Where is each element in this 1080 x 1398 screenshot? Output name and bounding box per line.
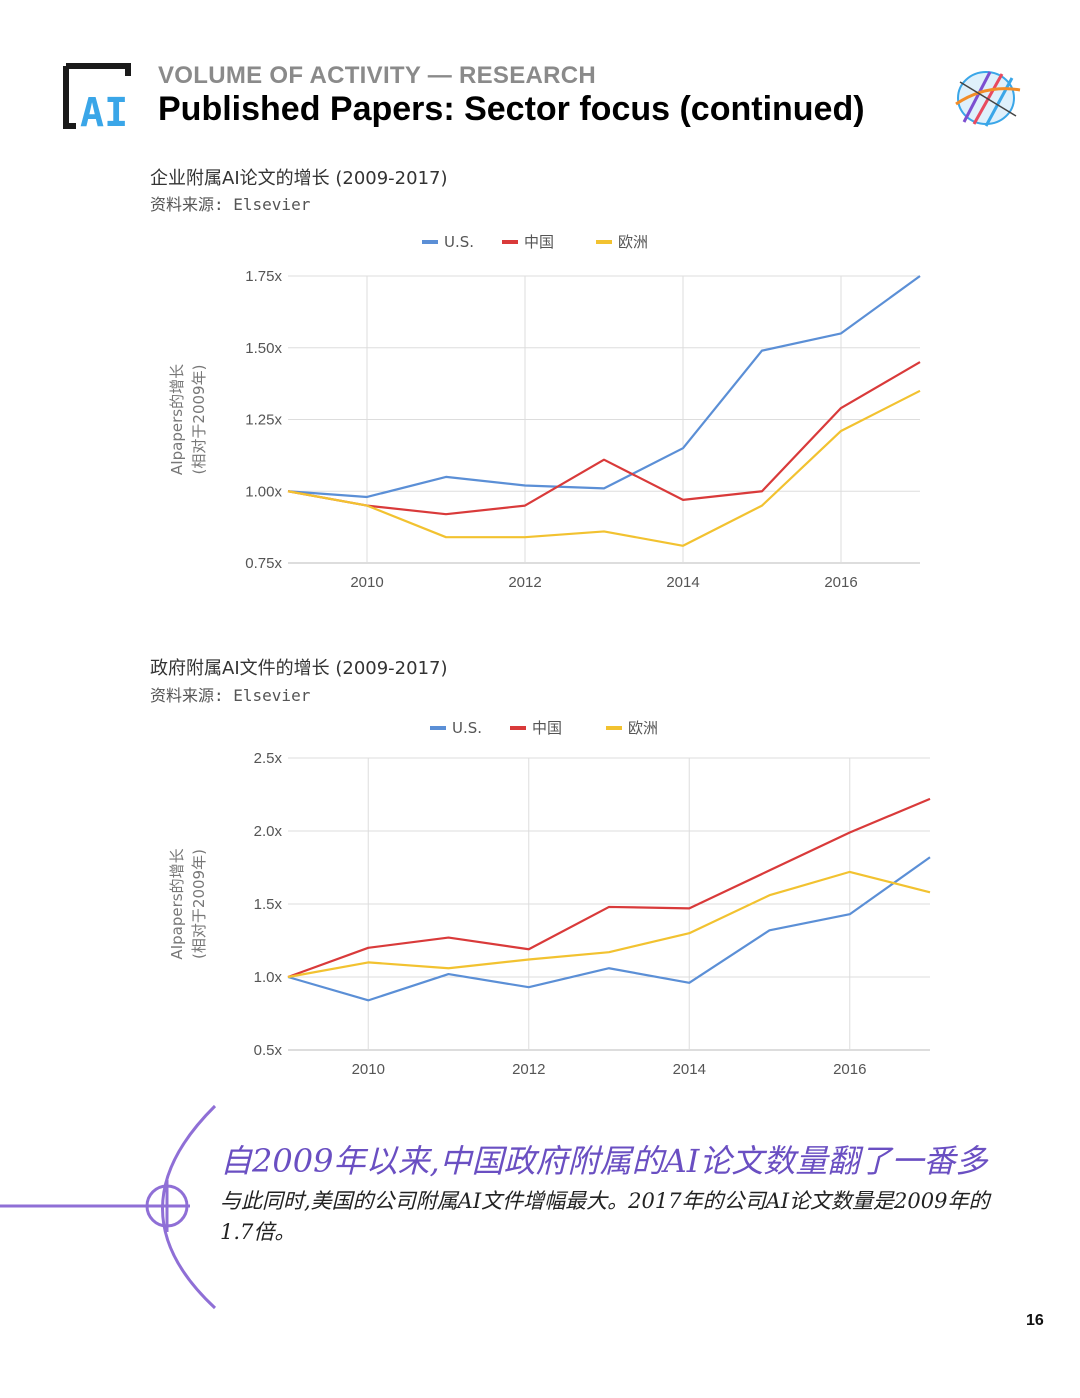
- page-title: Published Papers: Sector focus (continue…: [158, 90, 865, 128]
- crosshair-decoration-icon: [0, 1104, 217, 1310]
- y-axis-label-2: (相对于2009年): [190, 365, 208, 475]
- x-tick-label: 2010: [350, 574, 383, 591]
- legend-entry: 欧洲: [618, 233, 648, 251]
- y-tick-label: 2.0x: [254, 823, 283, 840]
- x-tick-label: 2012: [512, 1061, 545, 1078]
- section-kicker: VOLUME OF ACTIVITY — RESEARCH: [158, 62, 597, 89]
- ai-index-logo: AI: [63, 63, 131, 132]
- logo-text: AI: [80, 90, 128, 132]
- y-tick-label: 0.5x: [254, 1042, 283, 1059]
- y-tick-label: 0.75x: [245, 555, 282, 572]
- chart2-source: 资料来源: Elsevier: [150, 686, 311, 705]
- y-tick-label: 2.5x: [254, 750, 283, 767]
- y-tick-label: 1.75x: [245, 268, 282, 285]
- y-axis-label: AIpapers的增长: [168, 364, 186, 475]
- series-line: [287, 389, 921, 547]
- legend-entry: U.S.: [444, 233, 474, 251]
- highlight-headline: 自2009年以来,中国政府附属的AI论文数量翻了一番多: [220, 1142, 988, 1180]
- y-tick-label: 1.0x: [254, 969, 283, 986]
- page-number: 16: [1026, 1312, 1044, 1329]
- chart1-corporate-growth: 0.75x 1.00x 1.25x 1.50x 1.75x 2010 2012 2014 201…: [168, 233, 921, 591]
- y-tick-label: 1.5x: [254, 896, 283, 913]
- legend-entry: 欧洲: [628, 719, 658, 737]
- series-line: [287, 870, 931, 979]
- series-line: [287, 797, 931, 979]
- x-tick-label: 2010: [352, 1061, 385, 1078]
- chart2-government-growth: 0.5x 1.0x 1.5x 2.0x 2.5x 2010 2012 2014 2016 AIpa…: [168, 719, 931, 1078]
- series-line: [287, 856, 931, 1002]
- series-line: [287, 361, 921, 516]
- x-tick-label: 2014: [673, 1061, 706, 1078]
- y-tick-label: 1.50x: [245, 340, 282, 357]
- x-tick-label: 2016: [833, 1061, 866, 1078]
- y-tick-label: 1.00x: [245, 483, 282, 500]
- y-tick-label: 1.25x: [245, 412, 282, 429]
- y-axis-label-2: (相对于2009年): [190, 849, 208, 959]
- legend-entry: 中国: [524, 233, 554, 251]
- y-axis-label: AIpapers的增长: [168, 848, 186, 959]
- x-tick-label: 2016: [824, 574, 857, 591]
- chart1-title: 企业附属AI论文的增长 (2009-2017): [150, 168, 448, 189]
- chart1-source: 资料来源: Elsevier: [150, 195, 311, 214]
- series-line: [287, 275, 921, 499]
- x-tick-label: 2012: [508, 574, 541, 591]
- highlight-body: 与此同时,美国的公司附属AI文件增幅最大。2017年的公司AI论文数量是2009…: [220, 1189, 990, 1244]
- chart2-title: 政府附属AI文件的增长 (2009-2017): [150, 658, 448, 679]
- conference-badge-icon: [955, 71, 1021, 127]
- x-tick-label: 2014: [666, 574, 699, 591]
- legend-entry: 中国: [532, 719, 562, 737]
- legend-entry: U.S.: [452, 719, 482, 737]
